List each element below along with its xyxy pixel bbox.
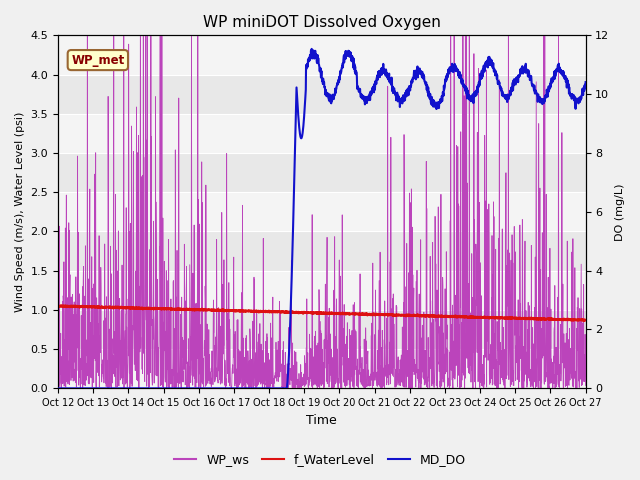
Bar (58, 114, 586, 153)
X-axis label: Time: Time (307, 414, 337, 427)
Text: WP_met: WP_met (71, 54, 124, 67)
Y-axis label: Wind Speed (m/s), Water Level (psi): Wind Speed (m/s), Water Level (psi) (15, 112, 25, 312)
Bar (58, 192, 586, 231)
Bar (58, 36, 586, 74)
Y-axis label: DO (mg/L): DO (mg/L) (615, 183, 625, 240)
Bar (58, 271, 586, 310)
Bar (58, 349, 586, 388)
Legend: WP_ws, f_WaterLevel, MD_DO: WP_ws, f_WaterLevel, MD_DO (169, 448, 471, 471)
Title: WP miniDOT Dissolved Oxygen: WP miniDOT Dissolved Oxygen (203, 15, 441, 30)
